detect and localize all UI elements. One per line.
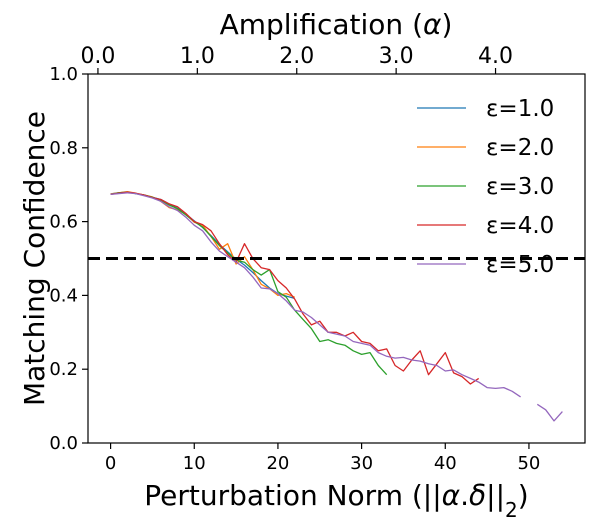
series-line-2 (110, 191, 295, 298)
top-tick-label: 2.0 (279, 44, 314, 69)
x-tick-label: 50 (517, 453, 540, 474)
y-tick-label: 0.8 (49, 138, 78, 159)
legend-label-5: ε=5.0 (486, 252, 554, 278)
x-tick-label: 0 (105, 453, 116, 474)
series-line-3 (110, 191, 388, 376)
x-tick-label: 40 (434, 453, 457, 474)
top-x-axis: 0.0 1.0 2.0 3.0 4.0 (80, 44, 513, 74)
top-tick-label: 3.0 (379, 44, 414, 69)
series-lines (110, 191, 563, 422)
series-line-4 (110, 191, 480, 385)
y-tick-label: 1.0 (49, 64, 78, 85)
legend-label-1: ε=1.0 (486, 96, 554, 122)
y-tick-label: 0.2 (49, 359, 78, 380)
x-tick-label: 10 (183, 453, 206, 474)
legend: ε=1.0 ε=2.0 ε=3.0 ε=4.0 ε=5.0 (417, 96, 554, 278)
x-tick-label: 30 (350, 453, 373, 474)
legend-label-3: ε=3.0 (486, 174, 554, 200)
top-tick-label: 1.0 (180, 44, 215, 69)
y-tick-label: 0.6 (49, 212, 78, 233)
bottom-x-axis: 0 10 20 30 40 50 (105, 443, 540, 474)
legend-label-4: ε=4.0 (486, 213, 554, 239)
legend-label-2: ε=2.0 (486, 135, 554, 161)
y-tick-label: 0.4 (49, 285, 78, 306)
left-y-axis: 0.0 0.2 0.4 0.6 0.8 1.0 (49, 64, 88, 454)
x-axis-title: Perturbation Norm (||α.δ||2) (144, 479, 528, 522)
series-line-1 (110, 191, 295, 300)
top-axis-title: Amplification (α) (220, 8, 453, 41)
series-line-5 (110, 192, 563, 422)
y-axis-title: Matching Confidence (18, 111, 51, 406)
top-tick-label: 4.0 (478, 44, 513, 69)
y-tick-label: 0.0 (49, 433, 78, 454)
top-tick-label: 0.0 (80, 44, 115, 69)
x-tick-label: 20 (266, 453, 289, 474)
